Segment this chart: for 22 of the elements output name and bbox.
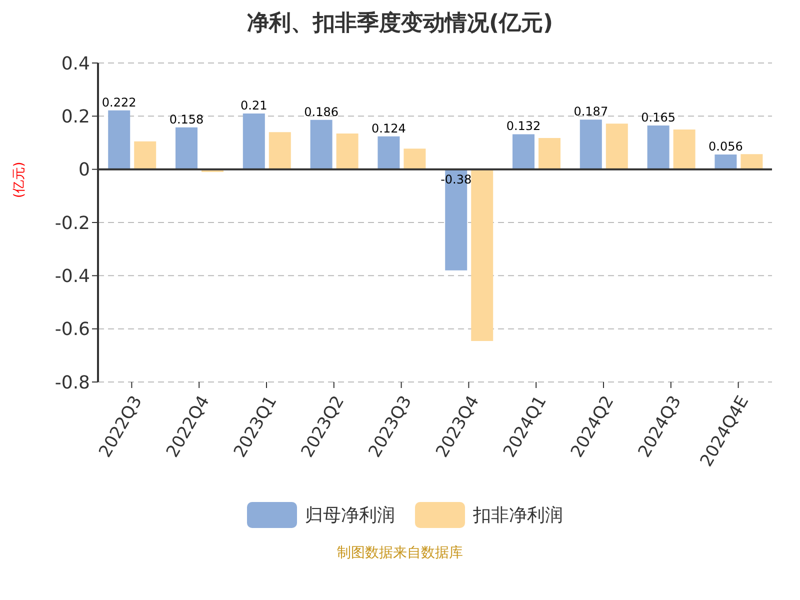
data-label: 0.186: [304, 104, 338, 119]
y-tick-label: 0.4: [61, 53, 90, 74]
y-tick-label: -0.8: [54, 372, 90, 394]
y-tick-label: 0: [78, 160, 90, 181]
y-axis-title: (亿元): [11, 162, 28, 198]
data-label: 0.187: [574, 104, 608, 119]
legend-label: 扣非净利润: [472, 504, 563, 528]
legend-label: 归母净利润: [304, 504, 395, 528]
y-tick-label: -0.6: [54, 319, 90, 340]
data-label: -0.38: [440, 172, 472, 186]
y-tick-label: -0.4: [54, 266, 90, 288]
y-tick-label: -0.2: [54, 212, 90, 234]
data-label: 0.222: [102, 95, 136, 110]
data-label: 0.056: [708, 139, 743, 154]
data-label: 0.165: [641, 110, 676, 124]
data-label: 0.21: [240, 98, 268, 113]
data-label: 0.124: [372, 121, 406, 136]
text: 制图数据来自数据库: [336, 544, 464, 562]
data-label: 0.132: [506, 119, 541, 134]
y-tick-label: 0.2: [61, 106, 90, 128]
data-label: 0.158: [169, 112, 204, 126]
chart-title: 净利、扣非季度变动情况(亿元): [246, 10, 554, 38]
